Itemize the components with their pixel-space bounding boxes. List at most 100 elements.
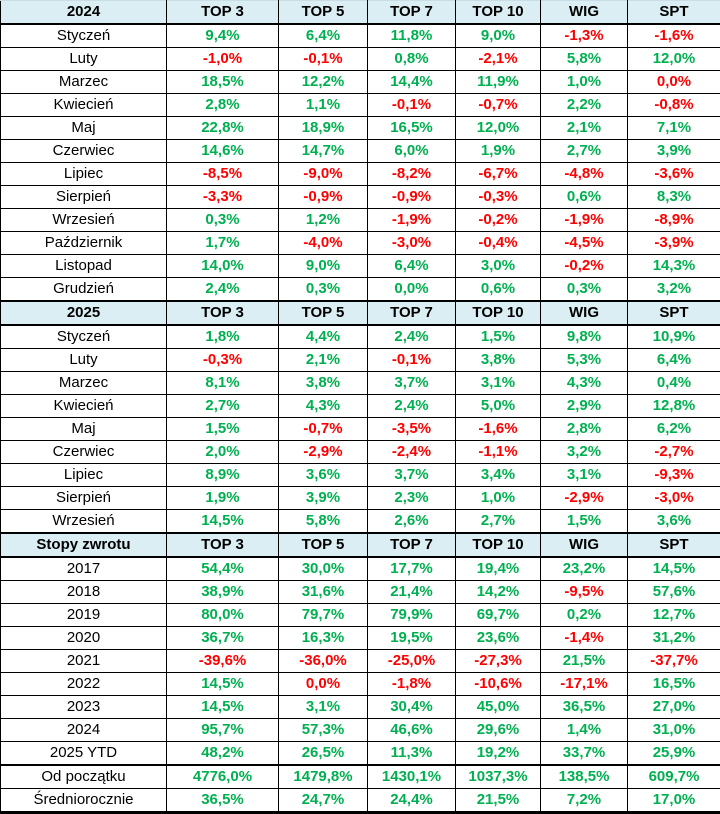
value-cell-2018-top-3: 38,9% (167, 581, 279, 604)
section-header-label: 2025 (1, 301, 167, 325)
value-cell-maj-top-5: -0,7% (279, 418, 368, 441)
column-header-spt: SPT (628, 1, 720, 25)
value-cell-wrzesie-top-3: 14,5% (167, 510, 279, 534)
value-cell-wrzesie-top-7: -1,9% (368, 209, 456, 232)
row-label: Kwiecień (1, 395, 167, 418)
column-header-top-5: TOP 5 (279, 301, 368, 325)
value-cell-od-pocz-tku-top-5: 1479,8% (279, 765, 368, 789)
value-cell-od-pocz-tku-top-7: 1430,1% (368, 765, 456, 789)
column-header-top-10: TOP 10 (456, 533, 541, 557)
value-cell-2017-top-7: 17,7% (368, 557, 456, 581)
row-label: 2020 (1, 627, 167, 650)
value-cell-lipiec-top-10: -6,7% (456, 163, 541, 186)
value-cell-kwiecie-top-5: 1,1% (279, 94, 368, 117)
value-cell-2017-spt: 14,5% (628, 557, 720, 581)
value-cell-redniorocznie-top-7: 24,4% (368, 789, 456, 813)
value-cell-2021-spt: -37,7% (628, 650, 720, 673)
value-cell-czerwiec-top-3: 14,6% (167, 140, 279, 163)
value-cell-kwiecie-wig: 2,2% (541, 94, 628, 117)
row-label: Kwiecień (1, 94, 167, 117)
value-cell-kwiecie-spt: -0,8% (628, 94, 720, 117)
column-header-top-10: TOP 10 (456, 301, 541, 325)
value-cell-grudzie-top-7: 0,0% (368, 278, 456, 302)
value-cell-kwiecie-top-7: 2,4% (368, 395, 456, 418)
table-row-luty: Luty-0,3%2,1%-0,1%3,8%5,3%6,4% (1, 349, 720, 372)
value-cell-2023-top-5: 3,1% (279, 696, 368, 719)
value-cell-listopad-top-7: 6,4% (368, 255, 456, 278)
value-cell-grudzie-top-10: 0,6% (456, 278, 541, 302)
value-cell-2017-top-3: 54,4% (167, 557, 279, 581)
value-cell-luty-spt: 6,4% (628, 349, 720, 372)
value-cell-2021-top-3: -39,6% (167, 650, 279, 673)
value-cell-2018-top-5: 31,6% (279, 581, 368, 604)
value-cell-maj-top-7: -3,5% (368, 418, 456, 441)
value-cell-czerwiec-top-5: 14,7% (279, 140, 368, 163)
value-cell-2017-top-5: 30,0% (279, 557, 368, 581)
value-cell-redniorocznie-top-3: 36,5% (167, 789, 279, 813)
row-label: Sierpień (1, 487, 167, 510)
column-header-top-5: TOP 5 (279, 533, 368, 557)
value-cell-czerwiec-spt: 3,9% (628, 140, 720, 163)
value-cell-2022-wig: -17,1% (541, 673, 628, 696)
column-header-spt: SPT (628, 301, 720, 325)
value-cell-pa-dziernik-top-10: -0,4% (456, 232, 541, 255)
value-cell-2023-top-3: 14,5% (167, 696, 279, 719)
value-cell-od-pocz-tku-wig: 138,5% (541, 765, 628, 789)
row-label: 2022 (1, 673, 167, 696)
value-cell-sierpie-top-7: 2,3% (368, 487, 456, 510)
value-cell-2019-top-7: 79,9% (368, 604, 456, 627)
value-cell-2019-top-3: 80,0% (167, 604, 279, 627)
column-header-wig: WIG (541, 301, 628, 325)
value-cell-stycze-wig: 9,8% (541, 325, 628, 349)
value-cell-stycze-top-5: 4,4% (279, 325, 368, 349)
column-header-wig: WIG (541, 533, 628, 557)
value-cell-marzec-top-7: 3,7% (368, 372, 456, 395)
value-cell-2019-top-10: 69,7% (456, 604, 541, 627)
value-cell-czerwiec-top-7: -2,4% (368, 441, 456, 464)
value-cell-stycze-top-10: 1,5% (456, 325, 541, 349)
value-cell-2018-top-10: 14,2% (456, 581, 541, 604)
row-label: Czerwiec (1, 140, 167, 163)
value-cell-stycze-top-7: 11,8% (368, 24, 456, 48)
value-cell-lipiec-wig: 3,1% (541, 464, 628, 487)
row-label: Lipiec (1, 163, 167, 186)
value-cell-lipiec-top-3: 8,9% (167, 464, 279, 487)
value-cell-lipiec-top-5: -9,0% (279, 163, 368, 186)
row-label: 2024 (1, 719, 167, 742)
value-cell-lipiec-top-7: 3,7% (368, 464, 456, 487)
value-cell-kwiecie-top-10: 5,0% (456, 395, 541, 418)
value-cell-marzec-wig: 1,0% (541, 71, 628, 94)
row-label: 2019 (1, 604, 167, 627)
value-cell-luty-top-7: -0,1% (368, 349, 456, 372)
value-cell-wrzesie-wig: 1,5% (541, 510, 628, 534)
row-label: Lipiec (1, 464, 167, 487)
value-cell-2018-wig: -9,5% (541, 581, 628, 604)
value-cell-luty-top-3: -0,3% (167, 349, 279, 372)
value-cell-maj-top-5: 18,9% (279, 117, 368, 140)
value-cell-luty-top-10: 3,8% (456, 349, 541, 372)
row-label: Styczeń (1, 325, 167, 349)
row-label: Luty (1, 48, 167, 71)
value-cell-2022-top-5: 0,0% (279, 673, 368, 696)
value-cell-kwiecie-top-5: 4,3% (279, 395, 368, 418)
value-cell-2018-spt: 57,6% (628, 581, 720, 604)
value-cell-lipiec-wig: -4,8% (541, 163, 628, 186)
value-cell-maj-wig: 2,1% (541, 117, 628, 140)
value-cell-2023-spt: 27,0% (628, 696, 720, 719)
row-label: 2023 (1, 696, 167, 719)
value-cell-listopad-spt: 14,3% (628, 255, 720, 278)
value-cell-luty-wig: 5,3% (541, 349, 628, 372)
